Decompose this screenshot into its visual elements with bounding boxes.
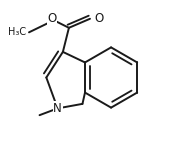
Text: O: O <box>47 12 57 25</box>
Text: O: O <box>94 12 104 25</box>
Text: N: N <box>53 102 62 115</box>
Text: H₃C: H₃C <box>8 27 26 37</box>
